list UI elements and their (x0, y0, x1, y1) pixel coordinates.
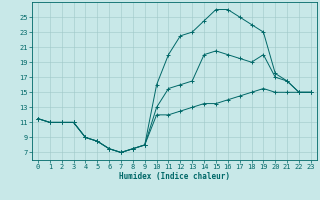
X-axis label: Humidex (Indice chaleur): Humidex (Indice chaleur) (119, 172, 230, 181)
